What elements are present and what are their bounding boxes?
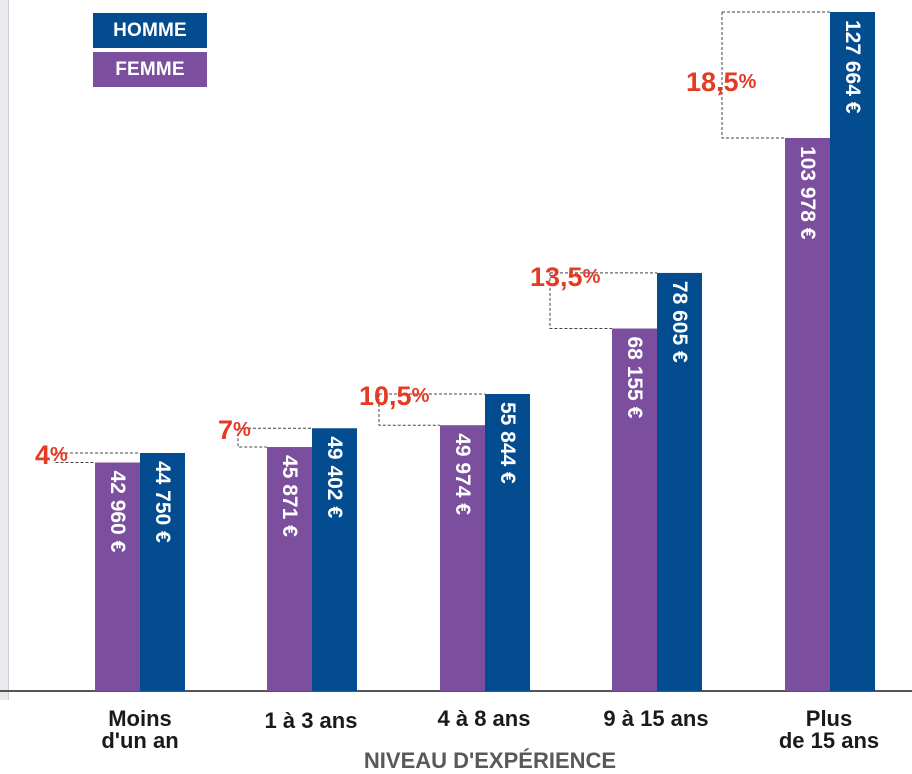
category-label-0: Moins d'un an bbox=[65, 708, 215, 752]
category-label-4: Plus de 15 ans bbox=[754, 708, 904, 752]
gap-label-0: 4% bbox=[35, 440, 68, 470]
value-label-homme-0: 44 750 € bbox=[151, 461, 174, 543]
category-label-0-line-1: Moins bbox=[108, 706, 172, 731]
legend-homme: HOMME bbox=[93, 13, 207, 48]
gap-label-3: 13,5% bbox=[530, 262, 601, 292]
value-label-homme-2: 55 844 € bbox=[496, 402, 519, 484]
legend-femme: FEMME bbox=[93, 52, 207, 87]
x-axis-title: NIVEAU D'EXPÉRIENCE bbox=[363, 748, 617, 773]
gap-connector-side-2 bbox=[378, 393, 440, 426]
gap-label-number-4: 18,5 bbox=[686, 67, 739, 97]
legend-homme-label: HOMME bbox=[113, 19, 187, 41]
gap-label-1: 7% bbox=[218, 415, 251, 445]
gap-label-4: 18,5% bbox=[686, 67, 757, 97]
value-label-femme-0: 42 960 € bbox=[106, 471, 129, 553]
category-label-1: 1 à 3 ans bbox=[236, 710, 386, 732]
gap-label-unit-4: % bbox=[739, 71, 757, 93]
gap-label-unit-2: % bbox=[412, 385, 430, 407]
gap-label-number-0: 4 bbox=[35, 440, 50, 470]
category-label-2: 4 à 8 ans bbox=[409, 708, 559, 730]
gap-label-number-2: 10,5 bbox=[359, 381, 412, 411]
bar-femme-1 bbox=[267, 447, 312, 691]
gap-connector-side-0 bbox=[54, 452, 95, 464]
bar-femme-0 bbox=[95, 462, 140, 691]
bar-femme-4 bbox=[785, 137, 830, 691]
bar-homme-4 bbox=[830, 12, 875, 691]
bar-homme-1 bbox=[312, 428, 357, 691]
value-label-homme-1: 49 402 € bbox=[323, 436, 346, 518]
value-label-homme-3: 78 605 € bbox=[668, 281, 691, 363]
value-label-femme-4: 103 978 € bbox=[796, 146, 819, 240]
category-label-3: 9 à 15 ans bbox=[581, 708, 731, 730]
gap-label-unit-1: % bbox=[233, 419, 251, 441]
bar-femme-2 bbox=[440, 425, 485, 691]
category-label-1-line-1: 1 à 3 ans bbox=[264, 708, 358, 733]
value-label-femme-3: 68 155 € bbox=[623, 337, 646, 419]
gap-label-unit-0: % bbox=[50, 444, 68, 466]
value-label-femme-1: 45 871 € bbox=[278, 455, 301, 537]
left-border bbox=[0, 0, 9, 700]
bar-femme-3 bbox=[612, 328, 657, 691]
bar-homme-3 bbox=[657, 272, 702, 691]
value-label-femme-2: 49 974 € bbox=[451, 433, 474, 515]
gap-connector-side-3 bbox=[549, 272, 612, 330]
gap-connector-side-1 bbox=[237, 428, 267, 448]
category-label-4-line-1: Plus bbox=[805, 706, 853, 731]
bar-homme-0 bbox=[140, 452, 185, 691]
gap-label-unit-3: % bbox=[583, 266, 601, 288]
legend-femme-label: FEMME bbox=[115, 58, 185, 80]
gap-label-number-1: 7 bbox=[218, 415, 233, 445]
gap-label-number-3: 13,5 bbox=[530, 262, 583, 292]
gap-label-2: 10,5% bbox=[359, 381, 430, 411]
gap-connector-side-4 bbox=[721, 12, 785, 139]
bar-homme-2 bbox=[485, 393, 530, 691]
category-label-2-line-1: 4 à 8 ans bbox=[437, 706, 531, 731]
category-label-0-line-2: d'un an bbox=[101, 728, 179, 753]
category-label-3-line-1: 9 à 15 ans bbox=[603, 706, 709, 731]
value-label-homme-4: 127 664 € bbox=[841, 20, 864, 114]
category-label-4-line-2: de 15 ans bbox=[778, 728, 880, 753]
